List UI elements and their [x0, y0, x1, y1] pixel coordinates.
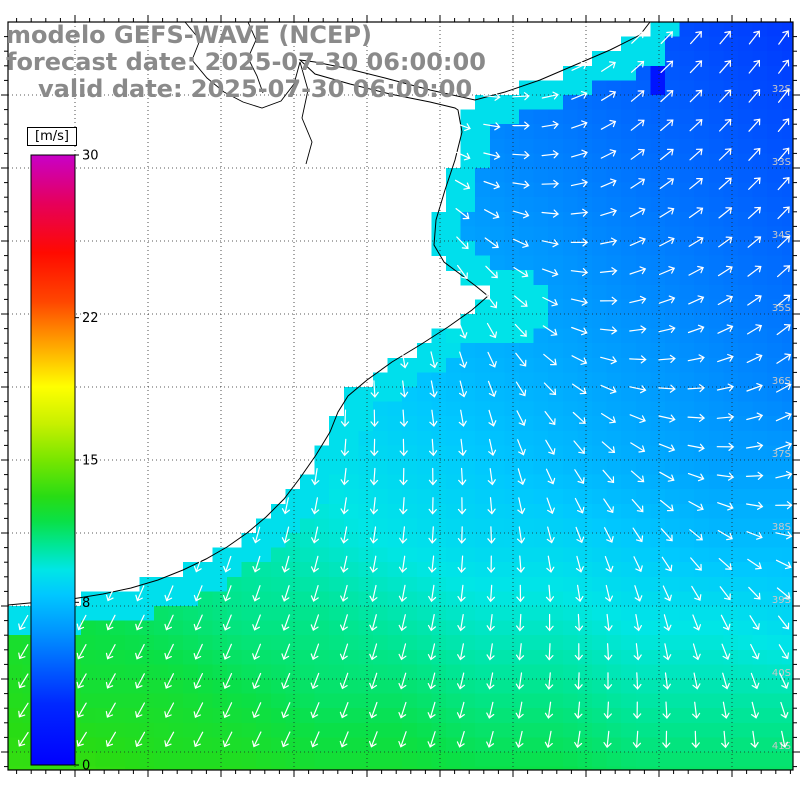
latitude-labels: 32S 33S 34S 35S 36S 37S 38S 39S 40S 41S — [772, 84, 791, 752]
colorbar-tick-label: 15 — [82, 454, 99, 469]
valid-date-line: valid date: 2025-07-30 06:00:00 — [38, 75, 473, 103]
latitude-label: 39S — [772, 595, 791, 606]
latitude-label: 36S — [772, 376, 791, 387]
colorbar-tick-label: 8 — [82, 596, 90, 611]
coastline — [7, 21, 651, 606]
colorbar-tick-label: 0 — [82, 759, 90, 774]
coast-layer — [7, 21, 651, 606]
colorbar: 0 8 15 22 30 — [30, 149, 99, 774]
latitude-label: 35S — [772, 303, 791, 314]
model-title: modelo GEFS-WAVE (NCEP) — [6, 21, 372, 49]
title-block: modelo GEFS-WAVE (NCEP) forecast date: 2… — [6, 22, 486, 103]
latitude-label: 38S — [772, 522, 791, 533]
speed-field — [8, 22, 793, 770]
latitude-label: 32S — [772, 84, 791, 95]
river-line — [247, 21, 264, 94]
forecast-date-line: forecast date: 2025-07-30 06:00:00 — [6, 48, 486, 76]
colorbar-unit-label: [m/s] — [27, 127, 77, 146]
latitude-label: 34S — [772, 230, 791, 241]
colorbar-tick-label: 22 — [82, 311, 99, 326]
direction-arrows — [18, 30, 793, 749]
colorbar-tick-label: 30 — [82, 149, 99, 164]
river-line — [184, 21, 301, 109]
latitude-label: 40S — [772, 668, 791, 679]
latitude-label: 41S — [772, 741, 791, 752]
graticule — [8, 22, 793, 770]
map-frame — [1, 15, 800, 777]
latitude-label: 37S — [772, 449, 791, 460]
colorbar-gradient — [30, 154, 76, 766]
river-line — [299, 61, 313, 165]
latitude-label: 33S — [772, 157, 791, 168]
